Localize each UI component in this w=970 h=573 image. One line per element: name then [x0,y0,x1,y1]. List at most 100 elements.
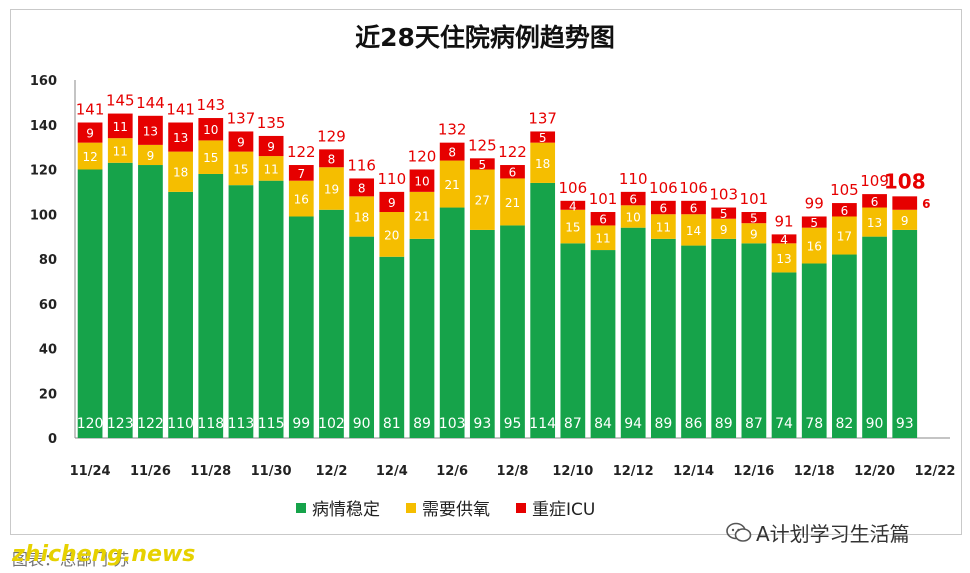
total-label: 137 [227,109,256,127]
bar-icu [319,149,344,168]
bar-oxygen [500,178,525,226]
total-label: 144 [136,94,165,112]
bar-icu [349,178,375,197]
data-label-oxygen: 16 [807,240,822,254]
bar-stable [590,250,616,438]
x-tick-label: 12/14 [673,464,714,479]
bar-stable [771,272,797,438]
data-label-oxygen: 11 [263,162,278,176]
data-label-stable: 122 [137,416,164,432]
total-label: 137 [528,109,557,127]
data-label-icu: 9 [86,127,94,141]
bar-icu [469,158,495,170]
data-label-stable: 89 [413,416,431,432]
data-label-oxygen: 11 [656,221,671,235]
x-tick-label: 12/20 [854,464,895,479]
x-tick-label: 11/30 [251,464,292,479]
data-label-icu: 9 [237,136,245,150]
data-label-stable: 99 [292,416,310,432]
legend-label-oxygen: 需要供氧 [422,500,490,520]
data-label-stable: 86 [685,416,703,432]
data-label-oxygen: 20 [384,228,399,242]
bar-stable [439,207,465,438]
total-label: 132 [438,121,467,139]
total-label: 125 [468,136,497,154]
total-label: 141 [166,101,195,119]
data-label-stable: 94 [624,416,642,432]
total-label: 101 [589,190,618,208]
bar-stable [560,243,586,438]
data-label-icu: 6 [599,213,607,227]
total-label: 135 [257,114,286,132]
total-label: 110 [377,170,406,188]
y-tick-label: 40 [39,343,57,358]
total-label: 116 [347,156,376,174]
total-label: 122 [498,143,527,161]
bar-oxygen [258,156,284,181]
bar-oxygen [892,209,918,230]
total-label: 122 [287,143,316,161]
bar-icu [409,169,435,192]
data-label-stable: 115 [258,416,285,432]
bar-stable [650,238,676,438]
bar-oxygen [469,169,495,230]
bar-stable [319,209,344,438]
total-label: 91 [775,212,794,230]
bar-oxygen [349,196,375,237]
bar-stable [198,173,224,438]
y-tick-label: 140 [30,119,57,134]
x-tick-label: 12/8 [497,464,529,479]
data-label-oxygen: 16 [294,193,309,207]
legend-swatch-icu [516,502,526,513]
total-label: 103 [709,186,738,204]
data-label-icu: 6 [871,195,879,209]
data-label-stable: 103 [439,416,466,432]
data-label-oxygen: 15 [203,151,218,165]
total-label: 145 [106,92,135,110]
bar-stable [409,238,435,438]
x-tick-label: 12/16 [733,464,774,479]
data-label-icu: 5 [720,207,728,221]
bar-icu [288,165,314,181]
bar-icu [439,142,465,161]
bar-oxygen [560,209,586,244]
data-label-oxygen: 11 [595,232,610,246]
bar-icu [620,191,646,206]
data-label-icu: 13 [173,131,188,145]
data-label-icu: 5 [810,216,818,230]
total-label: 120 [408,148,437,166]
bar-icu [77,122,103,143]
data-label-stable: 82 [835,416,853,432]
bar-icu [650,200,676,215]
bar-oxygen [288,180,314,217]
y-tick-label: 20 [39,387,57,402]
wechat-account: A计划学习生活篇 [726,518,910,547]
total-label: 106 [679,179,708,197]
data-label-oxygen: 10 [626,210,641,224]
bar-icu [711,207,737,219]
data-label-oxygen: 13 [776,252,791,266]
data-label-icu: 4 [780,233,788,247]
y-tick-label: 80 [39,253,57,268]
bar-icu [138,115,163,145]
bar-oxygen [168,151,193,192]
bar-oxygen [771,243,797,273]
x-tick-label: 11/28 [190,464,231,479]
data-label-oxygen: 18 [354,210,369,224]
data-label-oxygen: 27 [475,194,490,208]
data-label-stable: 102 [318,416,345,432]
data-label-icu: 10 [414,175,429,189]
bar-stable [349,236,375,438]
bar-icu [832,203,857,217]
bar-icu [862,194,887,208]
bar-stable [711,238,737,438]
data-label-icu: 4 [569,199,577,213]
bar-oxygen [862,207,887,237]
y-tick-label: 100 [30,208,57,223]
data-label-stable: 90 [866,416,884,432]
bar-icu [500,165,525,179]
bar-icu [681,200,706,215]
data-label-oxygen: 21 [445,178,460,192]
bar-oxygen [711,218,737,239]
total-label: 110 [619,170,648,188]
